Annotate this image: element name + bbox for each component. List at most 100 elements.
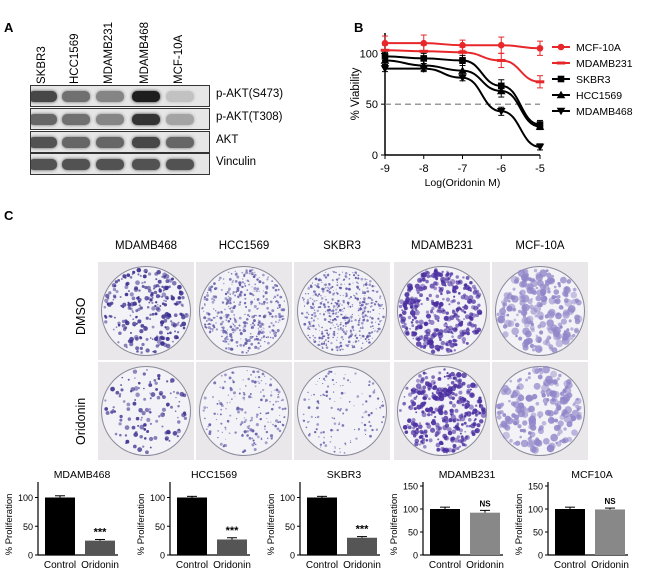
blot-band	[31, 91, 57, 102]
colony	[527, 376, 531, 380]
colony	[248, 436, 252, 440]
colony	[325, 394, 328, 397]
colony	[174, 302, 178, 306]
colony	[124, 292, 129, 297]
data-point	[458, 66, 467, 74]
colony	[177, 416, 179, 419]
colony	[263, 300, 266, 304]
colony	[333, 292, 335, 294]
colony	[236, 275, 240, 279]
colony	[112, 408, 115, 411]
colony	[438, 395, 445, 402]
colony	[550, 417, 555, 423]
colony	[327, 336, 330, 340]
colony	[262, 315, 266, 319]
colony	[344, 392, 346, 394]
colony	[435, 425, 441, 431]
x-tick-label: -5	[535, 163, 545, 175]
colony	[337, 332, 339, 334]
colony	[149, 381, 152, 383]
colony	[238, 281, 242, 285]
colony	[432, 302, 435, 304]
colony	[272, 337, 275, 339]
colony	[411, 314, 416, 318]
colony	[306, 311, 309, 314]
colony	[529, 325, 535, 331]
legend-label: HCC1569	[576, 90, 622, 102]
colony	[144, 325, 146, 328]
colony	[173, 391, 175, 393]
colony	[322, 290, 325, 293]
colony	[332, 324, 334, 326]
colony	[206, 294, 210, 298]
colony	[527, 437, 532, 441]
colony	[352, 272, 354, 274]
colony	[372, 289, 375, 292]
colony	[337, 328, 340, 330]
colony	[317, 306, 320, 309]
colony	[480, 412, 487, 418]
colony	[278, 406, 281, 409]
colony	[420, 440, 423, 443]
colony	[433, 286, 438, 291]
colony	[239, 388, 241, 390]
colony	[327, 305, 330, 308]
colony	[229, 325, 233, 329]
colony	[250, 324, 252, 326]
colony	[250, 342, 254, 346]
colony	[211, 297, 214, 301]
colony	[234, 320, 238, 323]
colony	[252, 370, 256, 374]
colony	[269, 336, 272, 339]
colony	[330, 370, 333, 374]
colony	[573, 401, 577, 406]
colony	[321, 335, 324, 338]
colony	[448, 303, 451, 306]
colony	[264, 291, 268, 295]
colony	[347, 340, 351, 344]
colony	[496, 312, 500, 317]
colony	[161, 302, 165, 306]
colony	[257, 323, 260, 326]
colony	[310, 317, 313, 320]
colony	[316, 299, 318, 301]
colony	[277, 288, 280, 291]
category-label: Oridonin	[591, 560, 629, 571]
colony	[546, 335, 552, 340]
colonies	[301, 270, 385, 352]
colony	[512, 418, 520, 426]
colony	[278, 315, 282, 319]
colony	[237, 295, 240, 299]
colony	[132, 401, 137, 406]
colony	[459, 432, 462, 435]
colony	[252, 439, 255, 442]
blot-band	[31, 114, 57, 125]
colony	[476, 423, 481, 428]
colony	[119, 433, 122, 437]
colony	[316, 294, 319, 298]
colony	[426, 274, 430, 279]
colony	[324, 286, 327, 289]
colony	[224, 426, 227, 429]
colony	[558, 373, 562, 378]
colony	[313, 315, 317, 318]
colony	[574, 314, 581, 321]
colony	[538, 367, 543, 372]
colony	[253, 441, 256, 445]
colony	[330, 302, 333, 305]
legend-label: MDAMB468	[576, 106, 633, 118]
colony	[451, 392, 455, 396]
colony	[469, 280, 473, 285]
colony	[250, 303, 253, 306]
colony	[206, 292, 209, 294]
colony	[258, 277, 260, 279]
colony	[317, 380, 319, 382]
panel-a-letter: A	[4, 20, 14, 35]
colony	[118, 394, 122, 398]
colony	[407, 315, 412, 320]
colony	[421, 431, 424, 435]
colony	[359, 334, 361, 337]
colony	[230, 347, 234, 351]
colonies	[201, 268, 286, 354]
colony	[572, 403, 576, 407]
